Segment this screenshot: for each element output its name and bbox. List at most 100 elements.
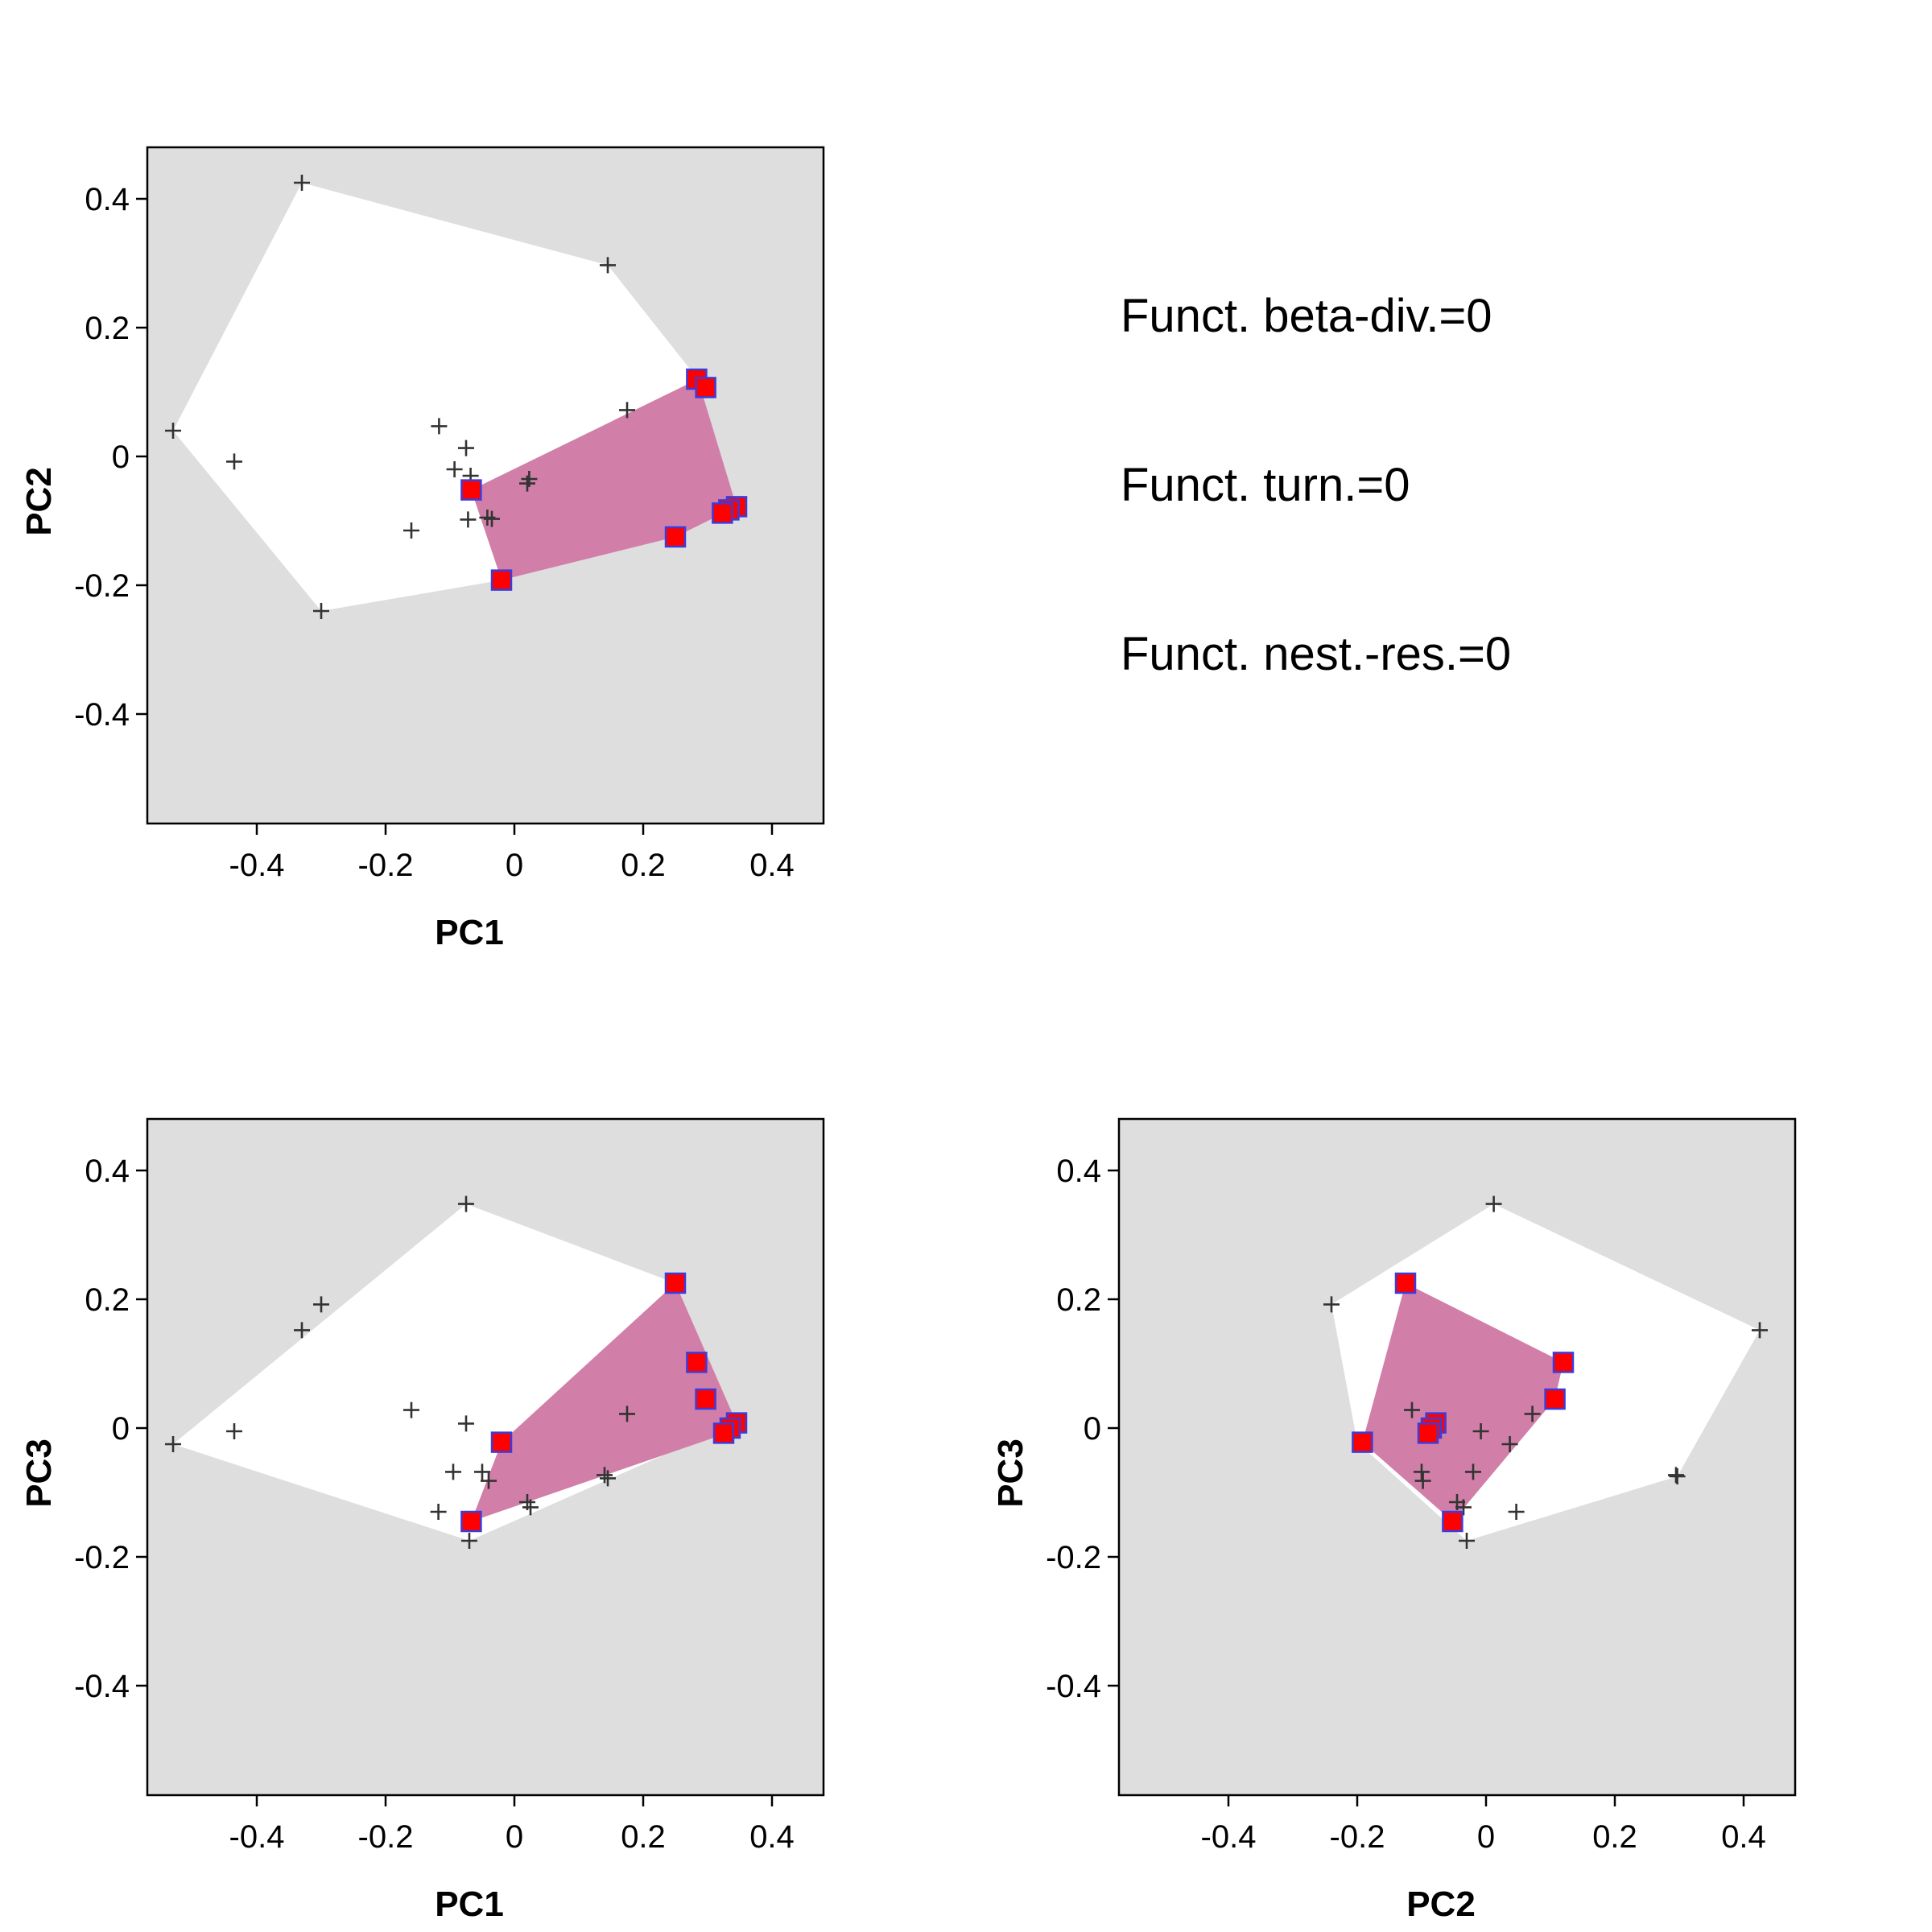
selected-species-point — [1544, 1388, 1566, 1410]
selected-species-point — [1552, 1352, 1575, 1373]
species-cross-point — [431, 418, 448, 435]
species-cross-point — [1501, 1436, 1518, 1452]
plot-frame — [1117, 1117, 1797, 1797]
x-tick-label: 0.4 — [749, 848, 795, 883]
stat-nestedness: Funct. nest.-res.=0 — [1121, 628, 1511, 680]
species-cross-point — [597, 1467, 613, 1484]
y-tick-label: 0.4 — [1056, 1154, 1101, 1189]
selected-species-point — [1442, 1510, 1463, 1533]
species-cross-point — [1752, 1322, 1768, 1339]
species-cross-point — [1508, 1504, 1525, 1520]
species-cross-point — [313, 603, 329, 619]
species-cross-point — [474, 1463, 490, 1480]
species-cross-point — [522, 1499, 539, 1516]
selected-species-point — [664, 1272, 687, 1294]
stat-beta-diversity: Funct. beta-div.=0 — [1121, 290, 1492, 342]
plot-frame — [146, 146, 825, 825]
selected-species-point — [1394, 1272, 1417, 1294]
hull-selected-species — [471, 1283, 737, 1521]
species-cross-point — [165, 423, 181, 439]
y-tick-label: -0.4 — [1046, 1669, 1101, 1704]
species-cross-point — [403, 522, 419, 539]
species-cross-point — [165, 1436, 181, 1452]
y-tick-label: -0.2 — [1046, 1540, 1101, 1575]
species-cross-point — [294, 1322, 310, 1339]
species-cross-point — [294, 175, 310, 191]
y-axis-title: PC3 — [991, 1439, 1030, 1508]
hull-selected-species — [1362, 1283, 1563, 1521]
species-cross-point — [619, 402, 635, 419]
species-cross-point — [403, 1402, 419, 1418]
y-tick-label: 0.2 — [85, 1282, 130, 1318]
x-tick-label: -0.4 — [1201, 1819, 1257, 1855]
panel-pc1-pc3: -0.4 -0.2 0 0.2 0.4 0.4 0.2 0 -0.2 -0.4 PC1 PC3 — [19, 1117, 825, 1924]
species-cross-point — [458, 1195, 474, 1212]
y-tick-label: -0.4 — [74, 697, 130, 733]
x-tick-label: -0.2 — [358, 1819, 414, 1855]
x-tick-label: 0.4 — [1721, 1819, 1766, 1855]
species-cross-point — [619, 1406, 635, 1422]
y-tick-label: -0.4 — [74, 1669, 130, 1704]
selected-species-point — [695, 377, 716, 398]
species-cross-point — [1404, 1402, 1420, 1418]
x-tick-label: 0.2 — [621, 1819, 666, 1855]
x-tick-label: -0.2 — [358, 848, 414, 883]
x-tick-label: -0.4 — [229, 848, 285, 883]
species-cross-point — [446, 461, 463, 477]
species-cross-point — [484, 510, 500, 527]
species-cross-point — [460, 511, 477, 528]
x-tick-label: 0.2 — [1592, 1819, 1637, 1855]
selected-species-point — [490, 1431, 513, 1453]
species-cross-point — [481, 1472, 497, 1489]
stat-turnover: Funct. turn.=0 — [1121, 459, 1410, 511]
species-cross-point — [430, 1504, 447, 1520]
species-cross-point — [458, 1415, 474, 1432]
species-cross-point — [226, 1423, 242, 1439]
beta-diversity-stats: Funct. beta-div.=0 Funct. turn.=0 Funct.… — [1121, 290, 1511, 680]
x-tick-label: -0.4 — [229, 1819, 285, 1855]
x-tick-label: 0.4 — [749, 1819, 795, 1855]
species-cross-point — [1459, 1533, 1475, 1549]
x-axis-title: PC1 — [435, 1885, 504, 1924]
species-cross-point — [445, 1463, 461, 1480]
selected-species-point — [712, 1422, 735, 1444]
selected-species-point — [490, 569, 513, 591]
x-tick-label: 0 — [506, 848, 523, 883]
species-cross-point — [1524, 1406, 1541, 1422]
y-tick-label: 0 — [112, 1411, 130, 1447]
y-axis-title: PC3 — [19, 1439, 59, 1508]
species-cross-point — [1668, 1467, 1684, 1484]
y-tick-label: 0 — [112, 440, 130, 475]
species-cross-point — [600, 257, 616, 274]
y-tick-label: 0.2 — [1056, 1282, 1101, 1318]
y-tick-label: -0.2 — [74, 1540, 130, 1575]
species-cross-point — [1455, 1499, 1472, 1516]
y-tick-label: 0 — [1084, 1411, 1101, 1447]
species-cross-point — [458, 440, 474, 456]
y-tick-label: -0.2 — [74, 568, 130, 604]
x-axis-title: PC1 — [435, 913, 504, 952]
y-axis-title: PC2 — [19, 467, 59, 536]
species-cross-point — [521, 471, 538, 487]
species-cross-point — [1472, 1423, 1489, 1439]
plot-frame — [146, 1117, 825, 1797]
x-tick-label: -0.2 — [1330, 1819, 1385, 1855]
selected-species-point — [712, 502, 733, 524]
x-axis-title: PC2 — [1406, 1885, 1476, 1924]
selected-species-point — [460, 479, 482, 501]
selected-species-point — [686, 1352, 708, 1373]
x-tick-label: 0.2 — [621, 848, 666, 883]
selected-species-point — [1417, 1422, 1439, 1444]
species-cross-point — [1414, 1463, 1430, 1480]
selected-species-point — [695, 1388, 716, 1410]
x-tick-label: 0 — [1477, 1819, 1495, 1855]
x-tick-label: 0 — [506, 1819, 523, 1855]
species-cross-point — [1669, 1468, 1686, 1484]
selected-species-point — [1352, 1431, 1373, 1453]
y-tick-label: 0.2 — [85, 311, 130, 346]
species-cross-point — [1485, 1195, 1502, 1212]
species-cross-point — [313, 1296, 329, 1313]
species-cross-point — [461, 1533, 477, 1549]
y-tick-label: 0.4 — [85, 1154, 130, 1189]
